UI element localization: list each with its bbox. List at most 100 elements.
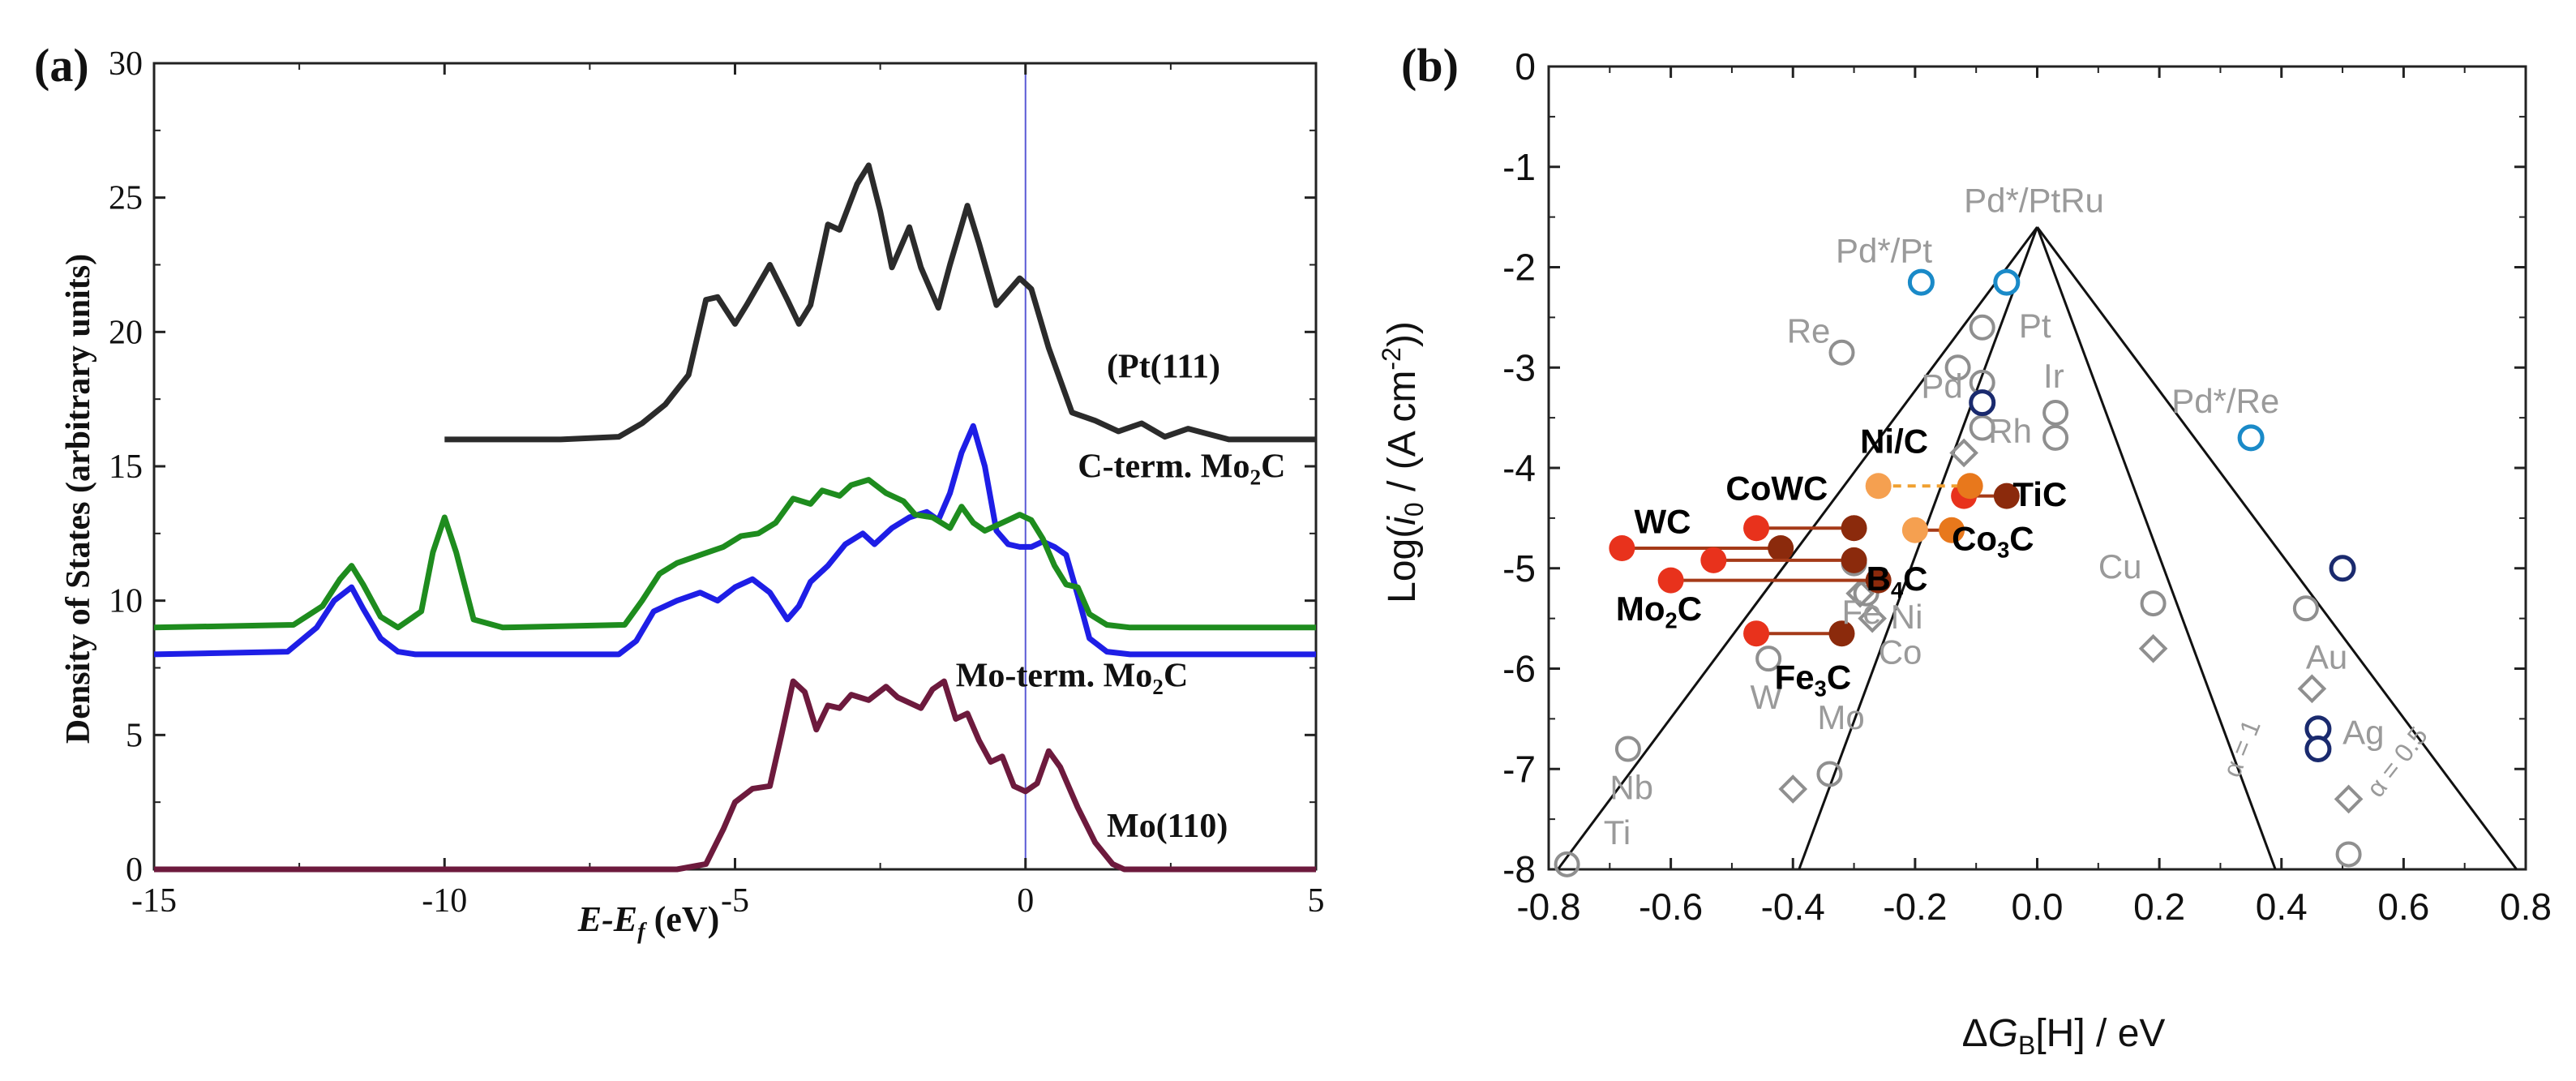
point-label-22-main: Co (1952, 519, 1997, 557)
x-tick-label: -0.8 (1516, 886, 1580, 928)
point-label-25: Fe3C (1775, 658, 1852, 701)
point-label-15-main: Pd*/PtRu (1964, 181, 2104, 219)
point-label-25-sub: 3 (1815, 676, 1827, 701)
metal-point (2140, 590, 2167, 617)
panel-b-ylabel: Log(i0 / (A cm-2)) (1377, 321, 1429, 603)
point-label-23-main: B (1867, 560, 1891, 598)
point-label-11: Pt (2019, 307, 2051, 345)
carbide-point-from (1657, 567, 1684, 594)
point-label-24-tail: C (1678, 590, 1702, 628)
point-label-13-main: Ir (2043, 357, 2064, 395)
carbide-point-from (1700, 547, 1727, 573)
volcano-line-3 (2036, 226, 2277, 870)
xlabel-delta: Δ (1962, 1012, 1988, 1055)
ylabel-part: )) (1381, 321, 1424, 347)
xlabel-g: G (1988, 1012, 2018, 1055)
ylabel-part: Log( (1381, 525, 1424, 603)
point-label-20: TiC (2012, 475, 2067, 513)
x-tick-label: -15 (131, 882, 177, 920)
point-label-23-sub: 4 (1891, 577, 1904, 603)
point-label-21: WC (1634, 502, 1691, 540)
point-label-24-sub: 2 (1665, 607, 1678, 633)
x-tick-label: -0.6 (1639, 886, 1703, 928)
point-label-17-main: Pd*/Re (2171, 382, 2279, 420)
navy-point (2304, 736, 2332, 762)
metal-diamond-point (1858, 603, 1887, 633)
curve-label-1-main: C-term. Mo (1078, 448, 1249, 485)
point-label-2: W (1751, 678, 1783, 716)
panel-a-ylabel: Density of States (arbitrary units) (60, 254, 97, 744)
alloy-point (1907, 268, 1935, 296)
point-label-1: Nb (1609, 768, 1653, 806)
metal-point (1755, 646, 1782, 672)
panel-b-label: (b) (1401, 39, 1459, 92)
point-label-9-main: Ag (2342, 713, 2384, 751)
curve-label-0: (Pt(111) (1107, 349, 1220, 386)
metal-point (1969, 314, 1995, 341)
panel-b-ticks: -0.8 -0.6 -0.4 -0.2 0.0 0.2 0.4 0.6 0.8 0 -1 -2 -3 -4… (1502, 45, 2552, 928)
volcano-line-1 (2036, 226, 2518, 870)
panel-b: (b) -0.8 -0.6 -0.4 -0.2 0.0 0.2 0.4 0.6 0.8 0 -1 -2… (1377, 39, 2552, 1060)
y-tick-label: 0 (126, 852, 143, 889)
point-label-12: Pd (1921, 367, 1962, 405)
point-label-13: Ir (2043, 357, 2064, 395)
panel-a-xlabel-text-tail: (eV) (645, 899, 720, 939)
dos-curve-0 (444, 162, 1316, 443)
panel-b-xlabel: ΔGB[H] / eV (1962, 1012, 2166, 1060)
point-label-18-main: Ni/C (1860, 422, 1928, 460)
point-label-24-main: Mo (1616, 590, 1665, 628)
carbide-point-from (1901, 517, 1928, 543)
carbide-point-to (1939, 517, 1965, 543)
panel-a: (a) -15 -10 -5 0 5 0 5 10 15 20 25 30 (Pt(111) C-ter… (34, 39, 1325, 945)
point-label-0-main: Ti (1604, 813, 1631, 852)
point-label-19: CoWC (1725, 470, 1828, 508)
x-tick-label: -0.2 (1883, 886, 1947, 928)
panel-b-points (1554, 268, 2364, 877)
carbide-point-to (1768, 535, 1794, 561)
curve-label-3-main: Mo(110) (1107, 808, 1228, 845)
x-tick-label: -10 (422, 882, 467, 920)
point-label-22-tail: C (2009, 519, 2034, 557)
y-tick-label: 10 (109, 583, 143, 620)
point-label-25-tail: C (1827, 658, 1851, 696)
curve-label-0-main: (Pt(111) (1107, 349, 1220, 386)
x-tick-label: 0.0 (2012, 886, 2064, 928)
point-label-8-main: Au (2306, 638, 2347, 676)
point-label-8: Au (2306, 638, 2347, 676)
point-label-20-main: TiC (2012, 475, 2067, 513)
y-tick-label: 0 (1515, 45, 1536, 88)
y-tick-label: 25 (109, 180, 143, 217)
y-tick-label: -6 (1502, 648, 1536, 690)
dos-curve-2 (153, 423, 1316, 658)
panel-a-xlabel-text-sub: f (637, 920, 647, 945)
ylabel-part: i (1381, 516, 1424, 525)
point-label-5-main: Fe (1842, 593, 1882, 631)
xlabel-tail: [H] / eV (2035, 1012, 2165, 1055)
point-label-4: Co (1879, 633, 1922, 671)
curve-label-1-sub: 2 (1249, 465, 1261, 489)
point-label-18: Ni/C (1860, 422, 1928, 460)
y-tick-label: -1 (1502, 146, 1536, 188)
point-label-17: Pd*/Re (2171, 382, 2279, 420)
volcano-line-2 (1798, 226, 2038, 870)
alloy-point (2237, 424, 2265, 452)
x-tick-label: 0.8 (2500, 886, 2552, 928)
metal-point (1554, 851, 1580, 877)
point-label-14: Rh (1988, 412, 2032, 450)
ylabel-part: 0 (1399, 502, 1429, 517)
point-label-7: Cu (2098, 547, 2142, 586)
dos-curve-1 (153, 477, 1316, 631)
curve-label-1-tail: C (1261, 448, 1285, 485)
metal-point (2292, 595, 2319, 622)
point-label-7-main: Cu (2098, 547, 2142, 586)
point-label-22-sub: 3 (1997, 538, 2009, 563)
metal-diamond-point (2297, 674, 2327, 704)
y-tick-label: -2 (1502, 247, 1536, 289)
navy-point (1969, 389, 1996, 417)
carbide-point-to (1865, 567, 1892, 594)
carbide-point-to (1841, 515, 1867, 542)
point-label-12-main: Pd (1921, 367, 1962, 405)
x-tick-label: 0.4 (2256, 886, 2308, 928)
